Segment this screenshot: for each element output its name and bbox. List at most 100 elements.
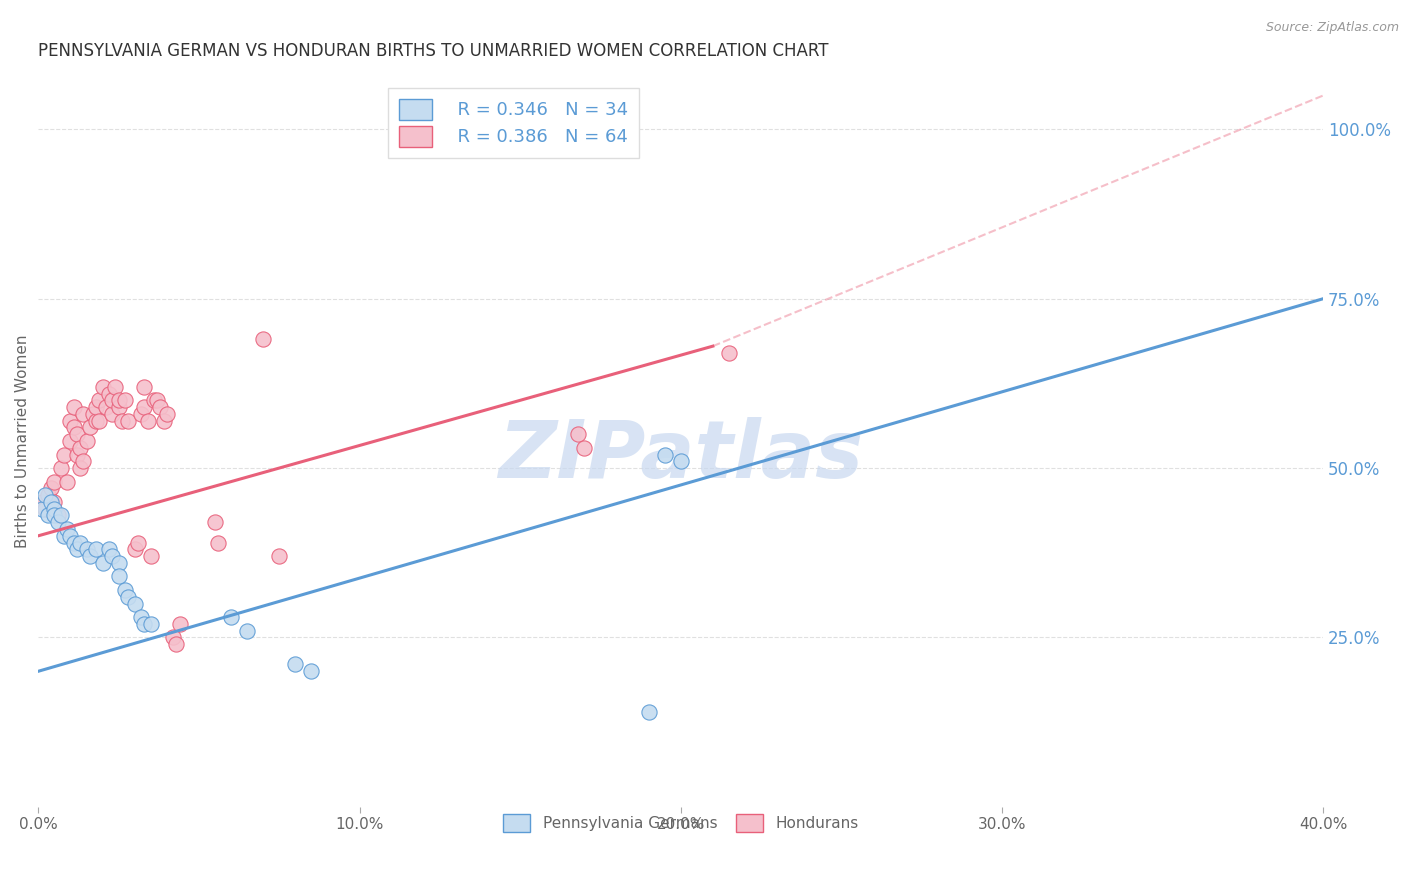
Point	[37, 488, 59, 502]
Point	[269, 549, 291, 563]
Point	[79, 420, 101, 434]
Point	[76, 542, 98, 557]
Point	[236, 624, 259, 638]
Point	[84, 542, 107, 557]
Point	[104, 380, 127, 394]
Point	[56, 475, 79, 489]
Text: PENNSYLVANIA GERMAN VS HONDURAN BIRTHS TO UNMARRIED WOMEN CORRELATION CHART: PENNSYLVANIA GERMAN VS HONDURAN BIRTHS T…	[38, 42, 828, 60]
Point	[139, 549, 162, 563]
Point	[252, 332, 274, 346]
Point	[574, 441, 596, 455]
Point	[44, 495, 66, 509]
Point	[79, 549, 101, 563]
Point	[62, 535, 84, 549]
Point	[149, 400, 172, 414]
Point	[66, 448, 89, 462]
Point	[89, 393, 111, 408]
Point	[124, 597, 146, 611]
Point	[162, 631, 184, 645]
Point	[107, 569, 129, 583]
Point	[69, 441, 91, 455]
Point	[76, 434, 98, 448]
Point	[165, 637, 187, 651]
Point	[49, 461, 72, 475]
Point	[567, 427, 589, 442]
Point	[127, 535, 149, 549]
Point	[207, 535, 229, 549]
Point	[39, 482, 62, 496]
Point	[44, 475, 66, 489]
Point	[89, 414, 111, 428]
Point	[91, 380, 114, 394]
Point	[59, 414, 82, 428]
Point	[69, 535, 91, 549]
Point	[139, 616, 162, 631]
Point	[637, 705, 659, 719]
Text: ZIPatlas: ZIPatlas	[498, 417, 863, 494]
Point	[547, 129, 569, 144]
Point	[59, 434, 82, 448]
Point	[299, 665, 322, 679]
Point	[114, 393, 136, 408]
Point	[143, 393, 166, 408]
Point	[53, 529, 76, 543]
Point	[111, 414, 134, 428]
Point	[94, 400, 117, 414]
Point	[101, 407, 124, 421]
Point	[66, 542, 89, 557]
Point	[117, 414, 139, 428]
Point	[84, 400, 107, 414]
Point	[107, 556, 129, 570]
Text: Source: ZipAtlas.com: Source: ZipAtlas.com	[1265, 21, 1399, 34]
Point	[284, 657, 307, 672]
Point	[34, 488, 56, 502]
Point	[98, 386, 121, 401]
Point	[669, 454, 692, 468]
Point	[34, 501, 56, 516]
Point	[39, 495, 62, 509]
Point	[44, 508, 66, 523]
Point	[204, 515, 226, 529]
Point	[146, 393, 169, 408]
Point	[114, 582, 136, 597]
Point	[72, 407, 94, 421]
Point	[107, 400, 129, 414]
Point	[117, 590, 139, 604]
Point	[49, 508, 72, 523]
Point	[134, 616, 156, 631]
Point	[717, 346, 740, 360]
Point	[129, 610, 152, 624]
Point	[152, 414, 174, 428]
Point	[124, 542, 146, 557]
Point	[107, 393, 129, 408]
Point	[129, 407, 152, 421]
Point	[554, 129, 576, 144]
Point	[219, 610, 242, 624]
Point	[31, 501, 53, 516]
Point	[91, 556, 114, 570]
Point	[101, 549, 124, 563]
Point	[72, 454, 94, 468]
Legend: Pennsylvania Germans, Hondurans: Pennsylvania Germans, Hondurans	[495, 806, 866, 839]
Point	[62, 420, 84, 434]
Point	[98, 542, 121, 557]
Point	[66, 427, 89, 442]
Point	[560, 143, 582, 157]
Point	[53, 448, 76, 462]
Point	[84, 414, 107, 428]
Point	[101, 393, 124, 408]
Point	[46, 508, 69, 523]
Point	[56, 522, 79, 536]
Point	[62, 400, 84, 414]
Point	[46, 515, 69, 529]
Point	[82, 407, 104, 421]
Point	[134, 400, 156, 414]
Point	[654, 448, 676, 462]
Point	[156, 407, 179, 421]
Point	[44, 501, 66, 516]
Point	[59, 529, 82, 543]
Point	[69, 461, 91, 475]
Point	[134, 380, 156, 394]
Point	[136, 414, 159, 428]
Point	[169, 616, 191, 631]
